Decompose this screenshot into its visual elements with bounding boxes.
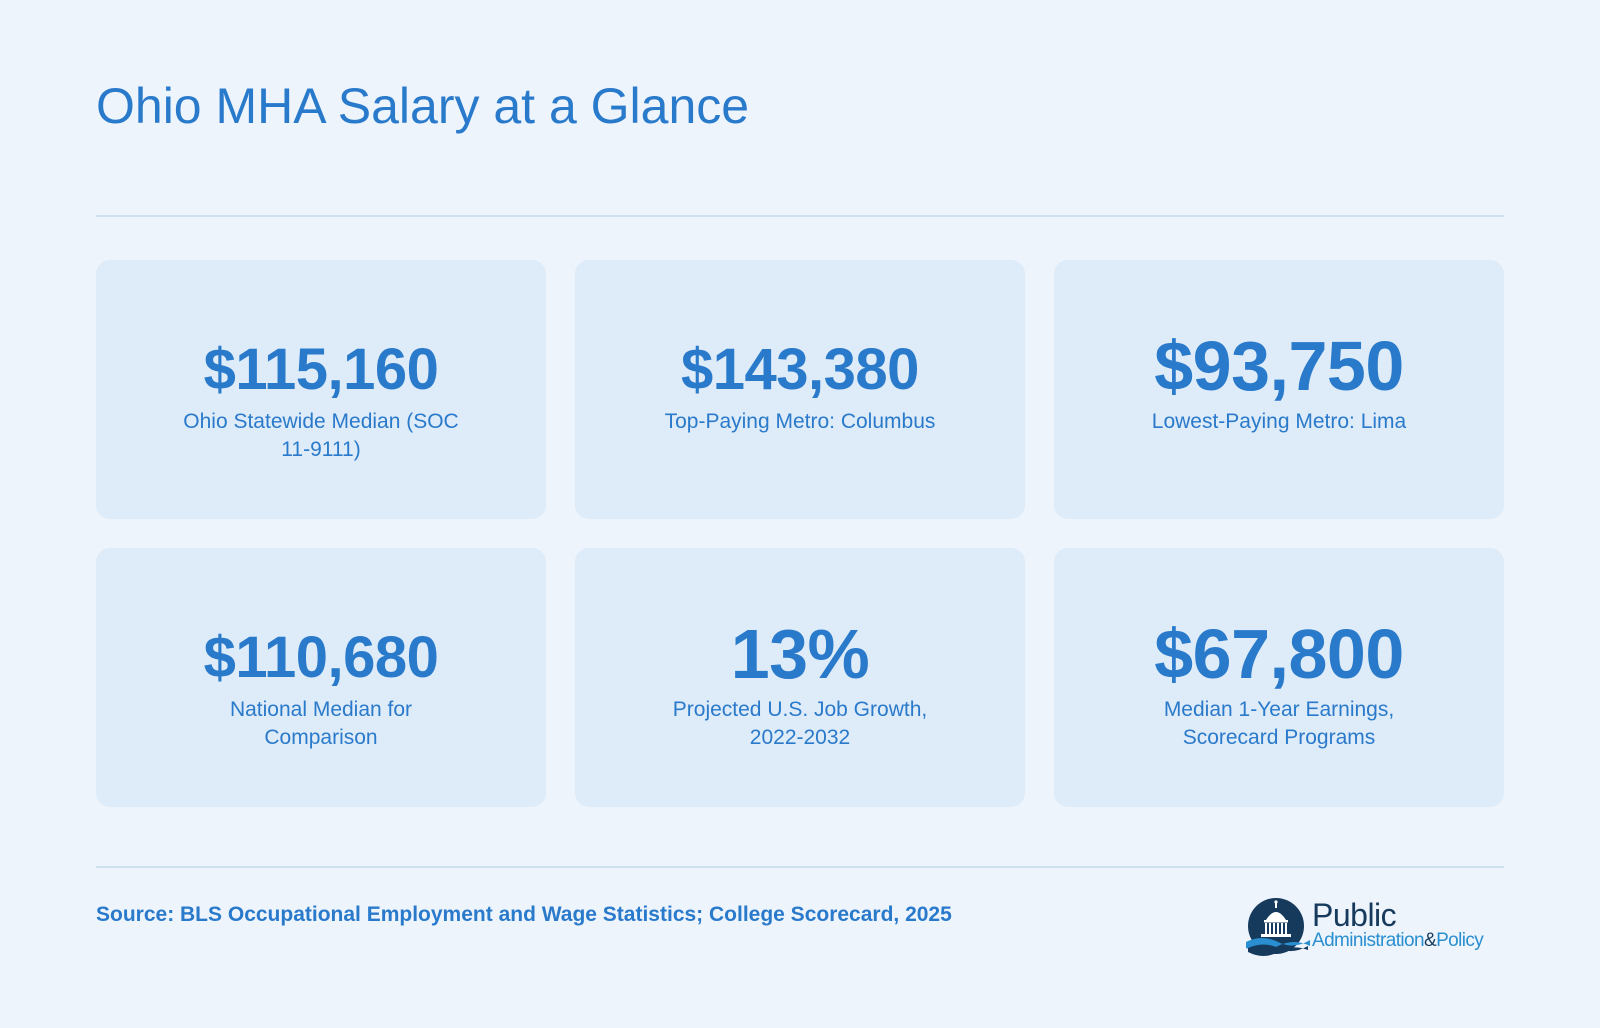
stat-value: $143,380 (681, 337, 919, 402)
bottom-divider (96, 866, 1504, 868)
brand-logo: Public Administration&Policy (1244, 896, 1502, 962)
stat-label: Median 1-Year Earnings, Scorecard Progra… (1163, 698, 1395, 749)
stat-value: $93,750 (1154, 327, 1404, 405)
stat-label: Ohio Statewide Median (SOC 11-9111) (183, 410, 459, 461)
stat-label: Top-Paying Metro: Columbus (664, 410, 936, 433)
stats-grid: $115,160 Ohio Statewide Median (SOC 11-9… (96, 260, 1504, 807)
source-note: Source: BLS Occupational Employment and … (96, 903, 952, 926)
stat-label: Lowest-Paying Metro: Lima (1151, 410, 1407, 433)
logo-wordmark-sub: Administration&Policy (1312, 929, 1484, 953)
stat-card-ohio-median: $115,160 Ohio Statewide Median (SOC 11-9… (96, 260, 546, 519)
stat-card-scorecard-earnings: $67,800 Median 1-Year Earnings, Scorecar… (1054, 548, 1504, 807)
stat-value: 13% (730, 615, 870, 693)
stat-card-job-growth: 13% Projected U.S. Job Growth, 2022-2032 (575, 548, 1025, 807)
logo-wordmark-public: Public (1312, 897, 1397, 933)
page-title: Ohio MHA Salary at a Glance (96, 78, 750, 134)
stat-value: $110,680 (203, 625, 439, 690)
stat-card-national-median: $110,680 National Median for Comparison (96, 548, 546, 807)
logo-wordmark-administration: Administration (1312, 930, 1425, 951)
stat-value: $67,800 (1154, 615, 1404, 693)
stat-label: Projected U.S. Job Growth, 2022-2032 (672, 698, 928, 749)
logo-wordmark-ampersand: & (1423, 930, 1437, 951)
stat-card-lowest-metro: $93,750 Lowest-Paying Metro: Lima (1054, 260, 1504, 519)
stat-card-top-metro: $143,380 Top-Paying Metro: Columbus (575, 260, 1025, 519)
top-divider (96, 215, 1504, 217)
stat-label: National Median for Comparison (229, 698, 413, 749)
capitol-dome-icon (1246, 898, 1310, 956)
logo-wordmark-policy: Policy (1436, 930, 1484, 951)
stat-value: $115,160 (203, 337, 439, 402)
